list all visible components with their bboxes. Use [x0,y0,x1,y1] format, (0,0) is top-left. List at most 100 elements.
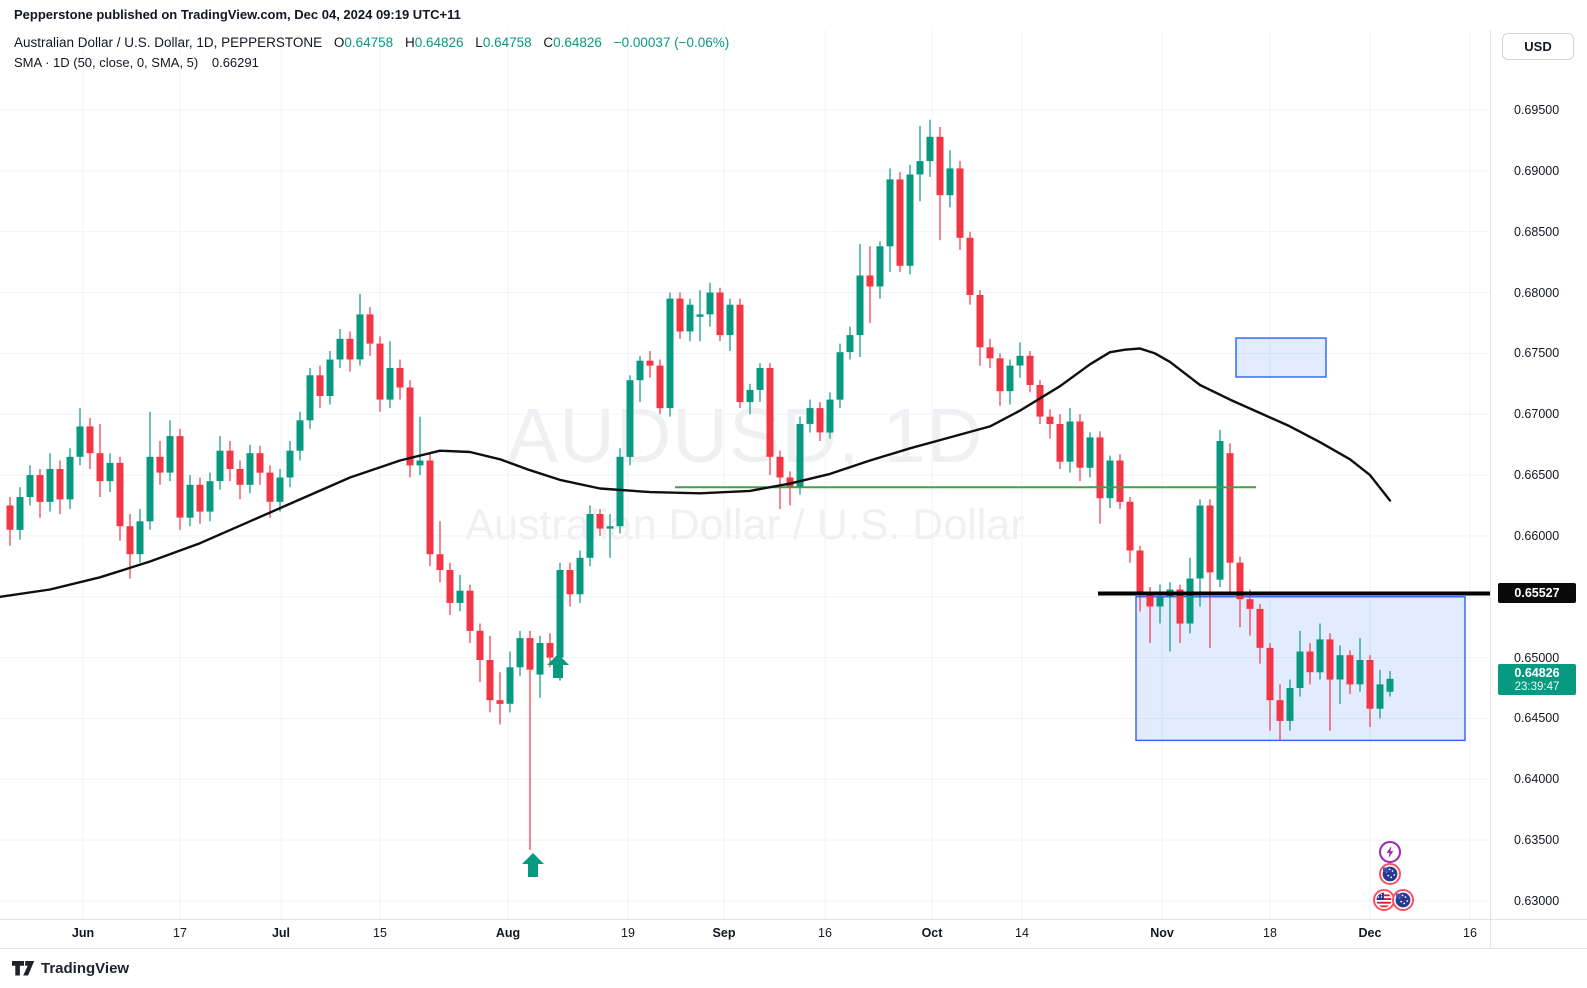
candle-body [1196,505,1204,579]
candle-body [466,590,474,631]
time-axis[interactable]: Jun 17 Jul 15 Aug 19 Sep 16 Oct 14 Nov 18 Dec 16 [0,920,1490,948]
candle-body [46,469,54,502]
candle-body [916,161,924,175]
candle-body [336,338,344,360]
candle-body [176,436,184,518]
candle-body [406,387,414,466]
candle-body [536,643,544,675]
high-value: 0.64826 [414,35,464,50]
time-tick-label: 18 [1263,926,1277,940]
candle-body [496,700,504,704]
last-price-label: 0.64826 23:39:47 [1498,663,1576,695]
level-price-label: 0.65527 [1498,583,1576,604]
candle-body [416,460,424,466]
candle-body [616,456,624,527]
close-label: C [543,35,554,50]
candle-body [1216,441,1224,580]
candle-body [776,456,784,478]
candle-body [426,460,434,555]
candle-body [206,481,214,512]
candle-body [576,557,584,595]
tradingview-logo-text: TradingView [41,960,130,977]
au-flag-event-icon[interactable] [1379,863,1401,885]
target-box[interactable] [1235,337,1327,378]
candle-body [66,456,74,500]
candle-body [1116,460,1124,502]
candle-body [1066,421,1074,462]
publish-bar: Pepperstone published on TradingView.com… [0,0,1587,30]
time-tick-label: 14 [1015,926,1029,940]
candle-body [306,375,314,421]
candle-body [506,667,514,704]
candle-body [836,352,844,400]
candle-body [6,505,14,530]
candle-body [746,389,754,403]
indicator-value: 0.66291 [211,55,259,70]
candle-body [1316,639,1324,673]
lightning-event-icon[interactable] [1379,841,1401,863]
candle-body [936,136,944,196]
candle-body [226,450,234,469]
price-axis-divider [1490,30,1491,948]
candle-body [146,456,154,522]
candle-body [646,360,654,366]
time-tick-label: Nov [1150,926,1174,940]
time-tick-label: 16 [818,926,832,940]
candle-body [1356,660,1364,685]
symbol-legend-row[interactable]: Australian Dollar / U.S. Dollar, 1D, PEP… [14,35,729,50]
price-tick-label: 0.64000 [1514,772,1560,787]
candle-body [216,450,224,482]
time-tick-label: 17 [173,926,187,940]
buy-arrow-1[interactable] [547,654,569,678]
candle-body [346,338,354,360]
candle-body [1346,655,1354,685]
candle-body [196,484,204,512]
candle-body [546,643,554,658]
candle-body [1036,385,1044,417]
candle-body [1076,421,1084,468]
price-tick-label: 0.65000 [1514,650,1560,665]
open-label: O [333,35,345,50]
candle-body [806,408,814,424]
candle-body [636,360,644,381]
au-flag-event-icon[interactable] [1392,889,1414,911]
buy-arrow-2[interactable] [522,853,544,877]
candle-body [656,365,664,409]
candle-body [626,380,634,457]
candle-body [796,424,804,488]
candle-body [1236,562,1244,600]
candle-body [686,304,694,332]
candle-body [946,168,954,196]
candle-body [716,292,724,336]
last-price-value: 0.64826 [1514,665,1560,680]
candle-body [756,368,764,390]
candle-body [1226,453,1234,563]
candle-body [356,314,364,360]
candle-body [1026,355,1034,385]
price-tick-label: 0.63500 [1514,833,1560,848]
candle-body [1376,684,1384,709]
price-tick-label: 0.66000 [1514,528,1560,543]
candle-body [766,368,774,457]
candle-body [1136,550,1144,595]
symbol-title: Australian Dollar / U.S. Dollar, 1D, PEP… [14,35,323,50]
price-axis[interactable]: 0.69500 0.69000 0.68500 0.68000 0.67500 0.670… [1491,30,1587,919]
candle-body [446,570,454,603]
candle-body [526,638,534,670]
price-tick-label: 0.64500 [1514,711,1560,726]
candle-body [826,399,834,433]
candle-body [136,521,144,555]
candle-body [166,436,174,473]
indicator-legend-row[interactable]: SMA · 1D (50, close, 0, SMA, 5) 0.66291 [14,55,729,70]
candle-body [106,462,114,482]
candle-body [1016,355,1024,366]
tradingview-logo[interactable]: TradingView [12,960,129,977]
us-flag-event-icon[interactable] [1373,889,1395,911]
candle-body [976,295,984,348]
candle-body [786,477,794,488]
sma-line[interactable] [0,347,1392,598]
candle-body [1276,700,1284,721]
candle-body [1306,651,1314,673]
currency-toggle-button[interactable]: USD [1502,33,1574,60]
